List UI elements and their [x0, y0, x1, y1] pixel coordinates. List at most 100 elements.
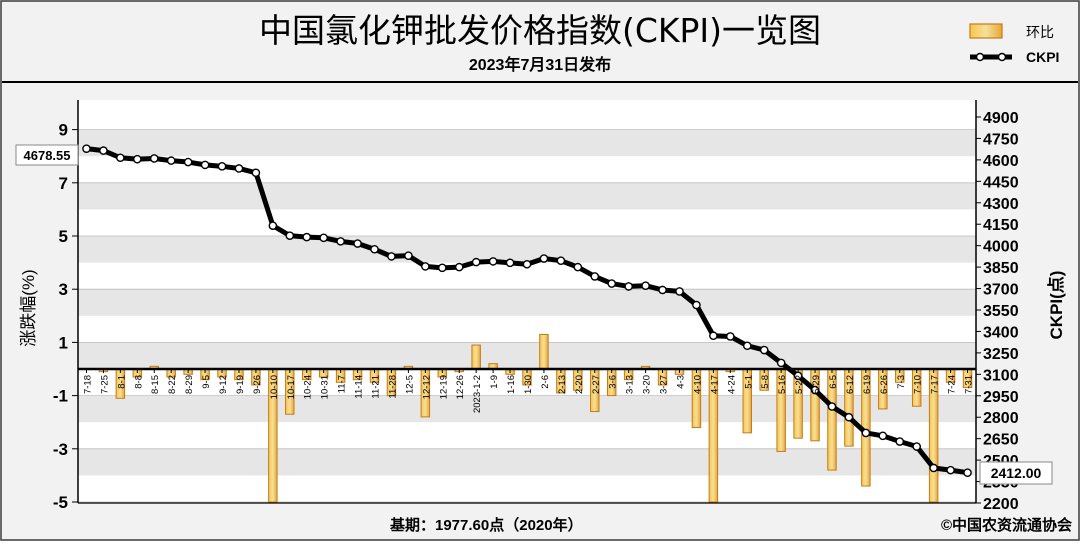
- ckpi-point: [844, 412, 854, 422]
- left-tick-label: 9: [59, 121, 68, 140]
- ckpi-point: [183, 157, 193, 167]
- ckpi-point: [370, 244, 379, 254]
- grid-band: [78, 448, 976, 476]
- x-tick-label: 5-1: [743, 375, 754, 389]
- right-tick-label: 3400: [983, 324, 1019, 341]
- ckpi-point: [421, 262, 430, 271]
- ckpi-point: [539, 254, 549, 263]
- x-tick-label: 8-29: [184, 375, 195, 394]
- x-tick-label: 3-6: [608, 375, 619, 389]
- end-value-label: 2412.00: [991, 465, 1042, 481]
- x-tick-label: 11-14: [354, 375, 365, 399]
- ckpi-point: [99, 146, 108, 155]
- left-tick-label: 1: [59, 333, 68, 352]
- right-tick-label: 4300: [983, 196, 1019, 213]
- ckpi-point: [675, 287, 684, 296]
- start-value-callout: 4678.55: [15, 144, 79, 166]
- ckpi-point: [116, 153, 125, 163]
- x-tick-label: 11-7: [337, 375, 348, 393]
- base-period-note: 基期：1977.60点（2020年）: [389, 516, 583, 534]
- source-credit: ©中国农资流通协会: [941, 516, 1072, 534]
- grid-band: [78, 236, 976, 263]
- ckpi-point: [776, 358, 786, 368]
- x-tick-label: 2-6: [540, 375, 551, 389]
- ckpi-point: [810, 385, 820, 395]
- x-tick-label: 5-16: [777, 375, 788, 394]
- ckpi-point: [437, 263, 447, 273]
- x-tick-label: 7-18: [82, 375, 93, 394]
- x-tick-label: 4-17: [709, 375, 720, 394]
- x-tick-label: 12-5: [404, 375, 415, 394]
- x-tick-label: 8-15: [150, 375, 161, 394]
- x-tick-label: 2-13: [557, 375, 568, 394]
- x-tick-label: 7-3: [896, 375, 907, 389]
- x-tick-label: 7-25: [99, 375, 110, 394]
- bar-mark: [471, 344, 481, 370]
- ckpi-point: [658, 285, 667, 295]
- x-tick-label: 6-5: [828, 375, 839, 389]
- legend-line-marker: [997, 52, 1007, 62]
- x-tick-label: 9-12: [218, 375, 229, 394]
- start-value-box: [15, 144, 79, 166]
- ckpi-point: [82, 144, 91, 153]
- ckpi-point: [133, 154, 142, 164]
- left-tick-label: -1: [53, 387, 68, 406]
- x-tick-label: 7-10: [913, 375, 924, 394]
- ckpi-point: [404, 251, 413, 260]
- ckpi-point: [166, 156, 176, 165]
- right-tick-label: 4150: [983, 217, 1019, 234]
- x-tick-label: 1-16: [506, 375, 517, 394]
- x-tick-label: 10-24: [303, 375, 314, 399]
- legend-line-marker: [975, 52, 985, 62]
- right-axis-title: CKPI(点): [1046, 271, 1066, 340]
- x-tick-label: 10-31: [320, 375, 331, 399]
- bar-mark: [539, 333, 549, 370]
- ckpi-point: [522, 259, 532, 269]
- axes: [72, 100, 981, 504]
- ckpi-point: [149, 154, 159, 163]
- ckpi-point: [200, 160, 210, 170]
- ckpi-point: [556, 256, 566, 265]
- start-value-label: 4678.55: [24, 148, 71, 163]
- right-tick-label: 4450: [983, 174, 1019, 191]
- right-tick-label: 2800: [983, 410, 1019, 427]
- x-tick-label: 3-20: [642, 375, 653, 394]
- left-tick-label: -5: [53, 493, 68, 512]
- ckpi-point: [912, 442, 921, 451]
- x-tick-label: 9-5: [201, 375, 212, 389]
- ckpi-point: [590, 272, 600, 281]
- x-tick-label: 1-30: [523, 375, 534, 394]
- x-tick-label: 9-26: [252, 375, 263, 394]
- ckpi-point: [573, 262, 583, 272]
- ckpi-point: [726, 332, 735, 341]
- ckpi-point: [861, 428, 871, 438]
- x-tick-label: 12-26: [455, 375, 466, 399]
- x-tick-label: 11-21: [371, 375, 382, 399]
- grid-bands: [78, 100, 976, 503]
- ckpi-point: [387, 252, 396, 261]
- right-tick-label: 3250: [983, 346, 1019, 363]
- ckpi-point: [302, 232, 312, 242]
- legend-bar-swatch: [969, 23, 1003, 39]
- right-tick-label: 4750: [983, 131, 1019, 148]
- ckpi-point: [742, 341, 752, 351]
- left-axis-title: 涨跌幅(%): [19, 269, 38, 346]
- right-tick-label: 4600: [983, 153, 1019, 170]
- x-tick-label: 12-12: [421, 375, 432, 399]
- x-tick-label: 7-31: [964, 375, 975, 394]
- x-tick-label: 1-9: [489, 375, 500, 389]
- grid-band: [78, 342, 976, 369]
- end-value-box: [979, 461, 1053, 485]
- grid-band: [78, 129, 976, 157]
- x-tick-label: 8-8: [133, 375, 144, 389]
- end-value-callout: 2412.00: [979, 461, 1053, 485]
- right-tick-label: 3550: [983, 303, 1019, 320]
- x-tick-label: 10-17: [286, 375, 297, 399]
- right-tick-label: 2650: [983, 432, 1019, 449]
- ckpi-point: [709, 331, 718, 341]
- ckpi-point: [759, 345, 769, 355]
- x-tick-label: 2023-1-2: [472, 375, 483, 413]
- left-tick-label: 7: [59, 174, 68, 193]
